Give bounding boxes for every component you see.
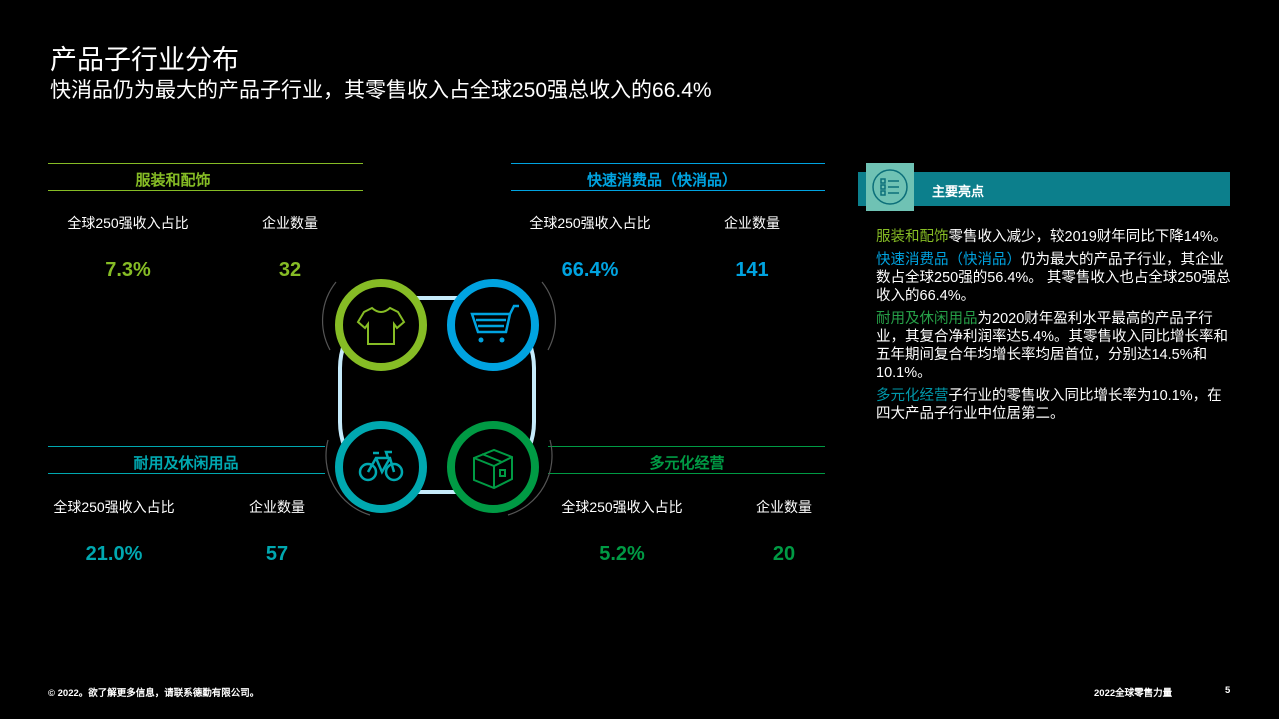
count-label: 企业数量 (756, 499, 812, 515)
report-name: 2022全球零售力量 (1094, 688, 1173, 699)
highlight-text: 仍为最大的产品子行业，其企业数占全球250强的56.4%。 其零售收入也占全球2… (876, 252, 1231, 304)
highlights-title: 主要亮点 (932, 184, 985, 199)
bicycle-icon (335, 421, 427, 513)
box-icon (447, 421, 539, 513)
highlight-text: 子行业的零售收入同比增长率为10.1%，在四大产品子行业中位居第二。 (876, 388, 1222, 422)
divider (48, 446, 325, 447)
count-label: 企业数量 (724, 215, 780, 231)
segment-title-fmcg: 快速消费品（快消品） (586, 172, 738, 189)
share-label: 全球250强收入占比 (561, 499, 683, 515)
highlight-item: 快速消费品（快消品）仍为最大的产品子行业，其企业数占全球250强的56.4%。 … (876, 251, 1231, 305)
share-label: 全球250强收入占比 (67, 215, 189, 231)
connector-ring (338, 296, 536, 494)
tshirt-icon (335, 279, 427, 371)
share-value: 5.2% (599, 543, 645, 565)
highlight-text: 为2020财年盈利水平最高的产品子行业，其复合净利润率达5.4%。其零售收入同比… (876, 311, 1229, 381)
count-value: 32 (278, 259, 302, 281)
share-label: 全球250强收入占比 (529, 215, 651, 231)
page-title: 产品子行业分布 (50, 45, 239, 75)
highlight-keyword: 多元化经营 (876, 388, 949, 404)
shopping-cart-icon (447, 279, 539, 371)
segment-title-durable: 耐用及休闲用品 (133, 455, 239, 472)
count-value: 20 (772, 543, 796, 565)
share-value: 66.4% (561, 259, 619, 281)
segment-title-diversified: 多元化经营 (649, 455, 725, 472)
count-label: 企业数量 (262, 215, 318, 231)
share-value: 21.0% (85, 543, 143, 565)
highlight-keyword: 耐用及休闲用品 (876, 311, 978, 327)
divider (511, 190, 825, 191)
outer-arcs (321, 281, 557, 516)
copyright: © 2022。欲了解更多信息，请联系德勤有限公司。 (48, 688, 260, 699)
highlight-item: 服装和配饰零售收入减少，较2019财年同比下降14%。 (876, 228, 1231, 246)
page-subtitle: 快消品仍为最大的产品子行业，其零售收入占全球250强总收入的66.4% (50, 79, 712, 102)
divider (548, 473, 825, 474)
highlights-list: 服装和配饰零售收入减少，较2019财年同比下降14%。 快速消费品（快消品）仍为… (876, 228, 1231, 428)
divider (48, 473, 325, 474)
segment-diagram (321, 279, 557, 516)
highlight-keyword: 快速消费品（快消品） (876, 252, 1021, 268)
divider (48, 190, 363, 191)
highlight-item: 耐用及休闲用品为2020财年盈利水平最高的产品子行业，其复合净利润率达5.4%。… (876, 310, 1231, 382)
highlight-keyword: 服装和配饰 (876, 229, 949, 245)
checklist-icon (866, 163, 914, 211)
divider (548, 446, 825, 447)
segment-title-apparel: 服装和配饰 (135, 172, 211, 189)
count-value: 141 (735, 259, 769, 281)
count-value: 57 (265, 543, 289, 565)
count-label: 企业数量 (249, 499, 305, 515)
highlights-header-bar (858, 172, 1230, 206)
share-value: 7.3% (105, 259, 151, 281)
highlight-item: 多元化经营子行业的零售收入同比增长率为10.1%，在四大产品子行业中位居第二。 (876, 387, 1231, 423)
page-number: 5 (1225, 685, 1231, 696)
divider (48, 163, 363, 164)
divider (511, 163, 825, 164)
highlight-text: 零售收入减少，较2019财年同比下降14%。 (948, 229, 1228, 245)
share-label: 全球250强收入占比 (53, 499, 175, 515)
